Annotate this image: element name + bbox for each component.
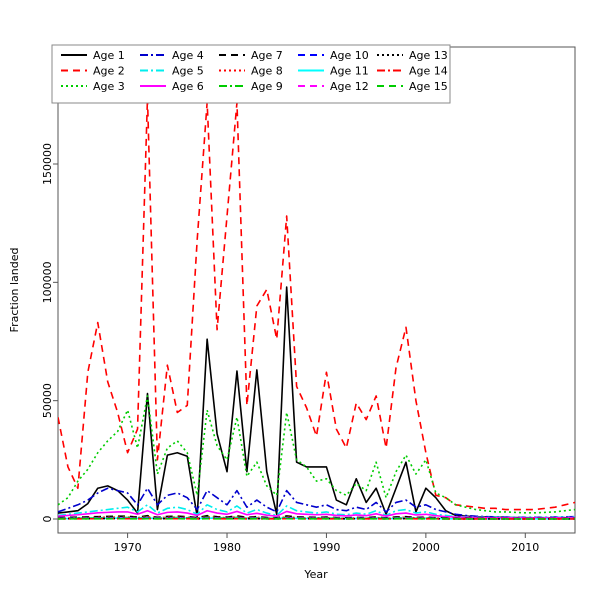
legend-label-age-12: Age 12 [330, 80, 369, 93]
y-tick-label: 150000 [41, 143, 54, 185]
legend-label-age-11: Age 11 [330, 65, 369, 78]
series-group [58, 96, 575, 520]
x-tick-label: 2010 [511, 541, 539, 554]
legend-label-age-4: Age 4 [172, 49, 204, 62]
x-tick-label: 1990 [312, 541, 340, 554]
y-tick-label: 50000 [41, 383, 54, 418]
legend-label-age-7: Age 7 [251, 49, 283, 62]
legend-label-age-3: Age 3 [93, 80, 125, 93]
legend-label-age-6: Age 6 [172, 80, 204, 93]
y-axis-title: Fraction landed [8, 248, 21, 333]
y-tick-label: 100000 [41, 261, 54, 303]
legend-items: Age 1 Age 4 Age 7 Age 10 Age 13 Age 2 Age 5 Age… [61, 49, 448, 93]
legend-label-age-2: Age 2 [93, 65, 125, 78]
series-line-age-3 [58, 395, 575, 514]
legend-label-age-14: Age 14 [409, 65, 448, 78]
legend-label-age-15: Age 15 [409, 80, 448, 93]
x-tick-label: 1980 [213, 541, 241, 554]
chart-legend: Age 1 Age 4 Age 7 Age 10 Age 13 Age 2 Age 5 Age… [51, 44, 451, 104]
legend-label-age-1: Age 1 [93, 49, 125, 62]
x-tick-label: 1970 [114, 541, 142, 554]
x-axis: 1970 1980 1990 2000 2010 [114, 533, 539, 554]
y-axis: 0 50000 100000 150000 [41, 143, 58, 523]
legend-label-age-13: Age 13 [409, 49, 448, 62]
legend-label-age-9: Age 9 [251, 80, 283, 93]
legend-label-age-8: Age 8 [251, 65, 283, 78]
legend-label-age-5: Age 5 [172, 65, 204, 78]
series-line-age-1 [58, 286, 575, 519]
x-axis-title: Year [303, 568, 328, 581]
y-tick-label: 0 [41, 516, 54, 523]
x-tick-label: 2000 [412, 541, 440, 554]
series-line-age-2 [58, 96, 575, 511]
plot-frame [57, 46, 576, 534]
legend-label-age-10: Age 10 [330, 49, 369, 62]
